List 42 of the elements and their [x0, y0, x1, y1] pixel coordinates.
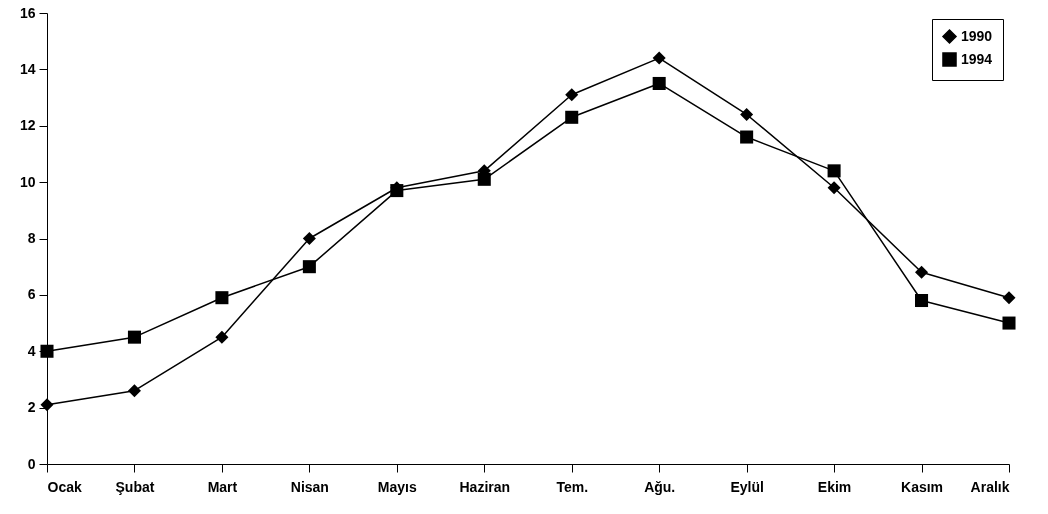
point	[215, 330, 229, 344]
y-tick-label: 12	[19, 117, 36, 134]
x-tick-label: Şubat	[115, 478, 155, 495]
point	[302, 231, 316, 246]
point	[565, 88, 579, 102]
point	[215, 291, 229, 305]
point	[740, 130, 754, 144]
point	[40, 398, 54, 412]
point	[915, 293, 929, 308]
point	[127, 384, 141, 398]
point	[1002, 291, 1016, 305]
point	[302, 260, 316, 274]
y-tick-label: 10	[19, 173, 36, 190]
legend-label: 1994	[961, 50, 993, 67]
x-tick-label: Ekim	[817, 478, 852, 495]
point	[1002, 316, 1016, 330]
point	[740, 107, 754, 121]
x-tick-label: Eylül	[730, 478, 764, 495]
y-tick-label: 14	[19, 60, 36, 77]
y-tick-label: 6	[27, 286, 36, 303]
x-tick-label: Ocak	[47, 478, 82, 495]
y-tick-label: 16	[19, 4, 36, 21]
y-tick-label: 0	[27, 455, 36, 472]
x-tick-label: Tem.	[556, 478, 589, 495]
y-tick-label: 2	[27, 399, 36, 416]
x-tick-label: Aralık	[970, 478, 1010, 495]
x-tick-label: Kasım	[901, 478, 944, 495]
x-tick-label: Mart	[207, 478, 238, 495]
point	[127, 330, 141, 344]
x-tick-label: Haziran	[459, 478, 511, 495]
y-tick-label: 8	[27, 230, 36, 246]
y-tick-label: 4	[27, 342, 36, 359]
x-tick-label: Nisan	[290, 478, 329, 495]
x-tick-label: Ağu.	[644, 478, 676, 495]
point	[827, 181, 841, 195]
point	[652, 51, 666, 65]
point	[565, 110, 579, 124]
legend-label: 1990	[961, 27, 993, 44]
x-tick-label: Mayıs	[377, 478, 417, 495]
point	[915, 265, 929, 279]
point	[652, 76, 666, 90]
point	[827, 164, 841, 178]
